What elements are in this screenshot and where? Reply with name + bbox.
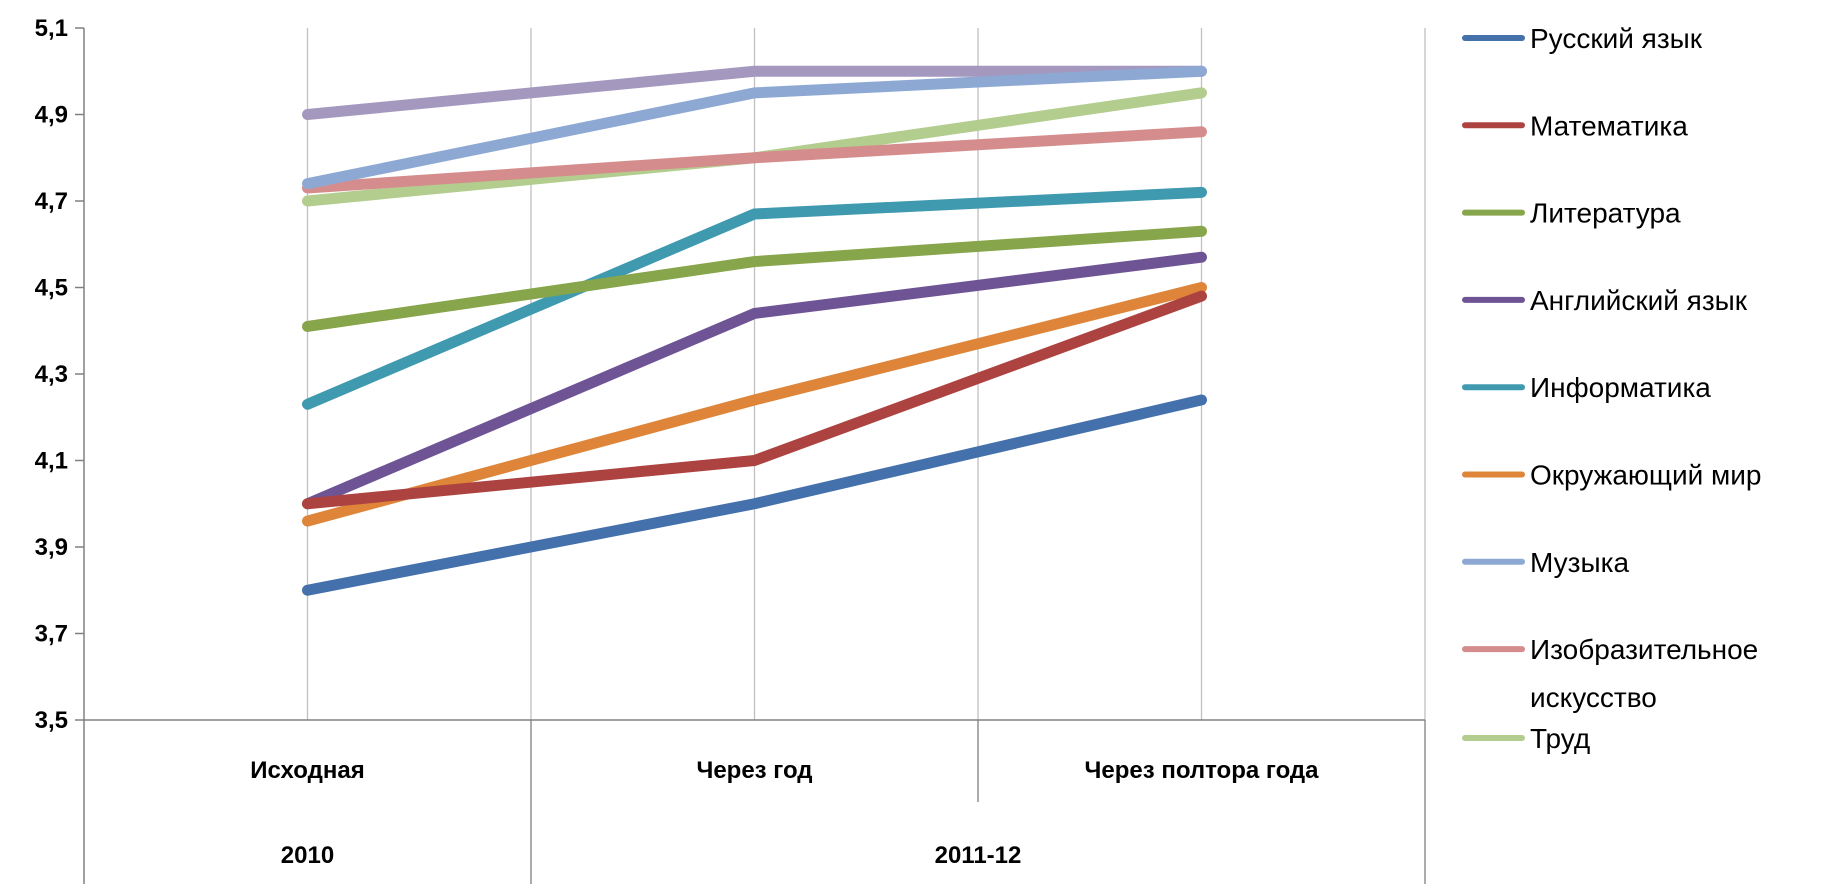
y-tick-label: 4,1 bbox=[35, 448, 68, 475]
x-group-label: 2011-12 bbox=[935, 842, 1022, 869]
y-tick-label: 3,9 bbox=[35, 534, 68, 561]
y-tick-label: 3,7 bbox=[35, 621, 68, 648]
category-labels: Исходная Через год Через полтора года 2010 2… bbox=[250, 757, 1319, 869]
y-tick-label: 4,9 bbox=[35, 102, 68, 129]
y-axis-ticks: 5,1 4,9 4,7 4,5 4,3 4,1 3,9 3,7 3,5 bbox=[35, 15, 84, 734]
series-line bbox=[302, 65, 1207, 190]
series-line bbox=[302, 394, 1207, 596]
y-tick-label: 4,3 bbox=[35, 361, 68, 388]
legend-label: Изобразительное bbox=[1530, 634, 1758, 665]
x-category-label: Через год bbox=[696, 757, 812, 784]
series-line bbox=[302, 65, 1207, 120]
series-line bbox=[302, 126, 1207, 194]
y-tick-label: 5,1 bbox=[35, 15, 68, 42]
x-category-label: Через полтора года bbox=[1085, 757, 1320, 784]
series-line bbox=[302, 251, 1207, 510]
plot-series bbox=[302, 65, 1207, 596]
legend-label: Труд bbox=[1530, 723, 1590, 754]
series-line bbox=[302, 282, 1207, 527]
x-category-label: Исходная bbox=[250, 757, 364, 784]
legend-label: искусство bbox=[1530, 682, 1657, 713]
axes bbox=[83, 28, 1426, 884]
legend-label: Математика bbox=[1530, 110, 1688, 141]
x-group-label: 2010 bbox=[281, 842, 334, 869]
legend: Русский язык Математика Литература Английск… bbox=[1462, 23, 1761, 754]
legend-label: Английский язык bbox=[1530, 285, 1748, 316]
series-line bbox=[302, 290, 1207, 510]
y-tick-label: 4,5 bbox=[35, 275, 68, 302]
y-tick-label: 3,5 bbox=[35, 707, 68, 734]
series-line bbox=[302, 186, 1207, 410]
legend-label: Информатика bbox=[1530, 372, 1711, 403]
legend-label: Русский язык bbox=[1530, 23, 1703, 54]
legend-label: Литература bbox=[1530, 198, 1681, 229]
legend-label: Музыка bbox=[1530, 547, 1629, 578]
y-tick-label: 4,7 bbox=[35, 188, 68, 215]
series-line bbox=[302, 225, 1207, 332]
legend-label: Окружающий мир bbox=[1530, 460, 1761, 491]
